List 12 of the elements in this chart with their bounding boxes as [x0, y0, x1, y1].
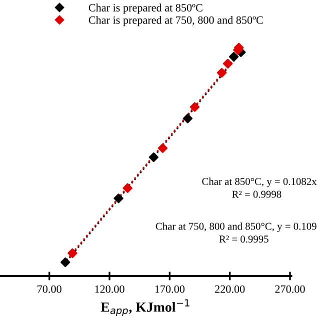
x-tick-label: 270.00 [275, 285, 305, 293]
x-tick-label: 170.00 [155, 285, 185, 293]
x-tick-label: 120.00 [95, 285, 124, 293]
annotation: Char at 850°C, y = 0.1082x [202, 178, 317, 188]
legend-label: Char is prepared at 750, 800 and 850ºC [88, 16, 263, 26]
legend-label: Char is prepared at 850ºC [88, 4, 202, 14]
x-tick-label: 70.00 [38, 285, 62, 293]
annotation: R² = 0.9995 [219, 236, 268, 243]
annotation: Char at 750, 800 and 850°C, y = 0.109 [156, 222, 316, 232]
x-axis-title: E$_{app}$, KJmol$^{−1}$ [100, 299, 190, 316]
annotation: R² = 0.9998 [232, 190, 282, 198]
x-tick-label: 220.00 [215, 285, 245, 293]
